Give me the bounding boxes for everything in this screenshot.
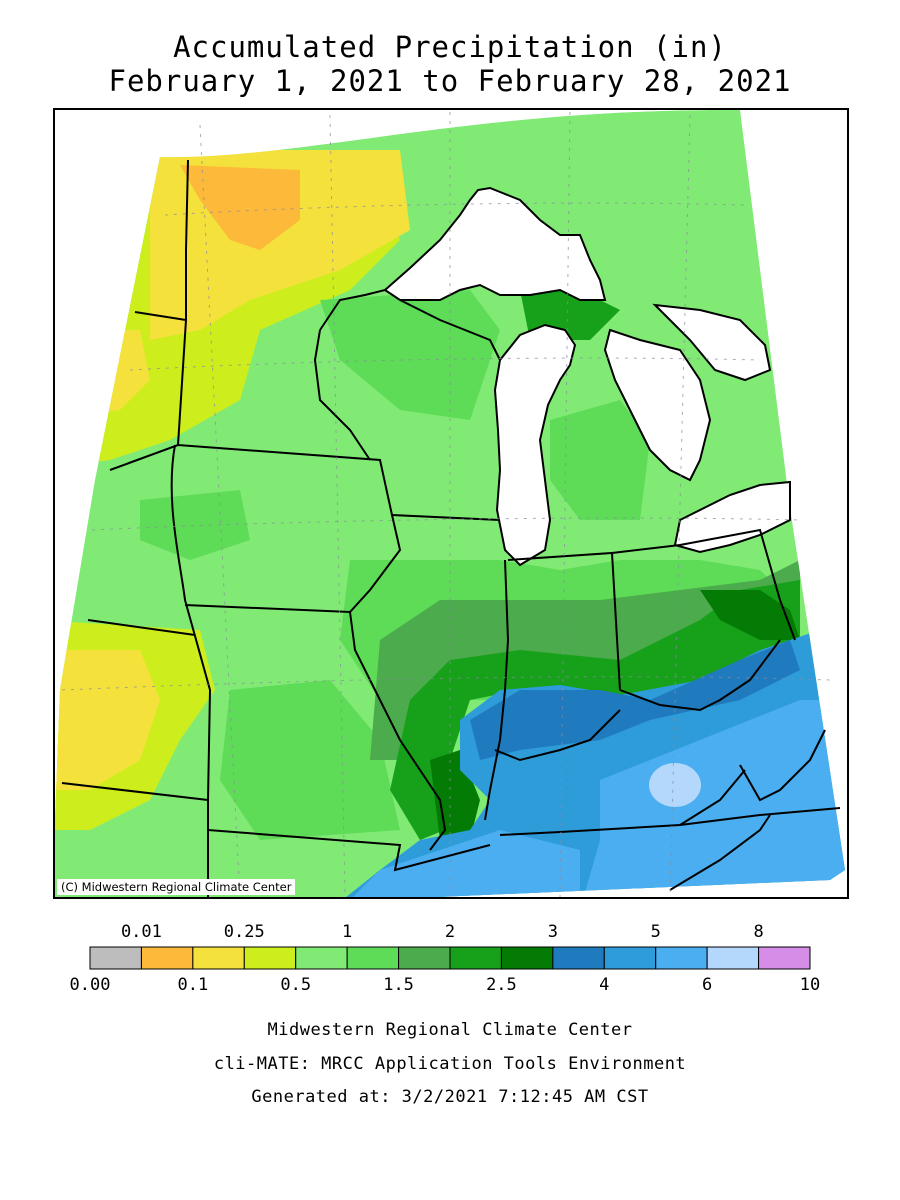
map-credit: (C) Midwestern Regional Climate Center [57,879,296,895]
footer-organization: Midwestern Regional Climate Center [267,1020,633,1040]
legend-swatch [706,946,760,970]
grid-latitude-4 [164,202,746,216]
legend-swatch [243,946,297,970]
legend-tick-label: 8 [753,922,764,942]
boundary-ia-mo [184,514,402,614]
legend-tick-label: 10 [799,975,821,995]
legend-tick-label: 1 [342,922,353,942]
precip-region-1.5-to-2-michigan [550,400,650,520]
canada-region [54,109,740,158]
lake-erie [673,480,791,554]
precip-region-0.25-to-0.5-southwest [54,650,160,790]
precip-region-1.5-to-2-missouri [220,680,400,840]
lake-michigan [493,323,577,567]
legend-swatch [192,946,245,970]
boundary-ks-ne [61,782,209,801]
footer-generated: Generated at: 3/2/2021 7:12:45 AM CST [251,1087,649,1107]
great-lakes [383,186,791,567]
precip-region-1.5-to-2-wisconsin [320,290,500,420]
grid-latitude-1 [61,676,831,691]
boundary-nd-sd [134,311,187,321]
precip-region-0.1-to-0.25-north [180,165,300,250]
boundary-il-mo [349,611,447,851]
boundary-il-in [484,559,510,821]
boundary-mn-wi-shore [319,289,386,331]
legend-tick-label: 0.01 [120,922,162,942]
legend-tick-label: 0.25 [223,922,265,942]
boundary-in-ky [494,709,621,762]
map-frame [53,108,849,899]
legend-tick-label: 6 [702,975,713,995]
legend-swatch [140,946,194,970]
boundary-ky-va [679,769,746,826]
grid-latitude-3 [129,357,761,371]
precip-region-4-to-5 [470,640,800,760]
legend-swatch [758,946,811,970]
boundary-ne-sd [87,619,196,636]
boundary-tn-nc [669,814,771,891]
precip-region-2.5-to-3 [390,580,800,840]
legend-tick-label: 0.1 [177,975,209,995]
legend-colorbar [89,946,811,970]
boundary-mn-nd [177,159,189,446]
legend-swatch [398,946,451,970]
precip-region-8-to-10 [649,763,701,807]
legend-tick-label: 4 [599,975,610,995]
boundary-ia-ne-ks [170,444,212,898]
boundary-wi-mi [399,299,501,361]
precip-region-6-to-8-south [340,830,580,898]
lake-huron-north [652,303,772,382]
map-title-line1: Accumulated Precipitation (in) [173,30,727,64]
precip-region-1.5-to-2-iowa [140,490,250,560]
legend-swatch [89,946,142,970]
legend-tick-label: 5 [650,922,661,942]
precip-region-3-to-4-ohio [700,590,800,640]
state-boundaries [61,159,841,898]
legend-tick-label: 1.5 [383,975,414,995]
legend-swatch [295,946,348,970]
legend-tick-label: 2.5 [486,975,517,995]
boundary-va-wv [739,729,826,802]
boundary-oh-pa [611,528,796,641]
lake-superior [383,186,607,301]
legend-tick-label: 3 [547,922,558,942]
legend-swatch [449,946,502,970]
map-grid [61,111,831,898]
legend-swatch [655,946,708,970]
boundary-mn-wi [313,329,371,461]
legend-swatch [346,946,400,970]
legend-tick-label: 0.5 [280,975,312,995]
legend-tick-label: 0.00 [69,975,111,995]
grid-longitude-1 [199,124,241,898]
precip-region-6-to-8 [580,700,845,898]
map-title-line2: February 1, 2021 to February 28, 2021 [108,64,792,98]
legend-swatch [603,946,657,970]
footer-tool: cli-MATE: MRCC Application Tools Environ… [213,1054,687,1074]
legend-swatch [500,946,554,970]
boundary-mn-ia-wi [109,443,501,521]
legend-swatch [552,946,605,970]
legend-tick-label: 2 [444,922,456,942]
boundary-mo-ar-ok [207,829,491,872]
boundary-oh-ky [619,639,781,712]
